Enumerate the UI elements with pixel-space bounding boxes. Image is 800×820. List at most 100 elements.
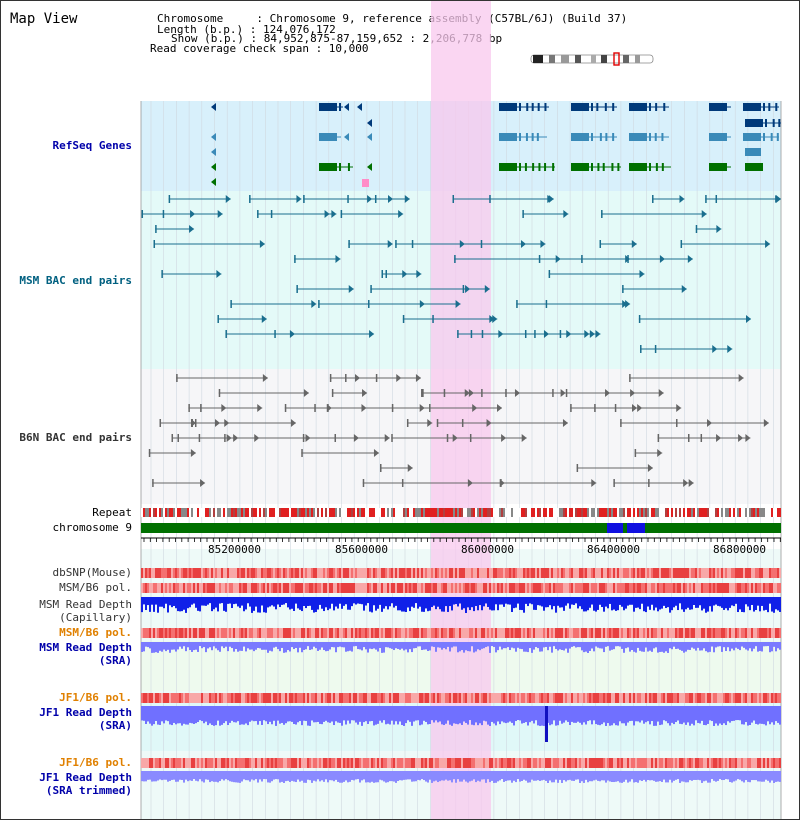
msm-bac-pair-end bbox=[402, 315, 405, 323]
jf1-trim-depth bbox=[157, 771, 159, 781]
jf1-pol-heat bbox=[147, 693, 149, 703]
track-label-jf1-depth-sra-sub[interactable]: (SRA) bbox=[98, 719, 132, 732]
dbsnp-heat bbox=[727, 568, 729, 578]
msm-pol-heat bbox=[537, 583, 539, 593]
jf1-pol-heat bbox=[687, 758, 689, 768]
msm-pol-heat bbox=[201, 583, 203, 593]
jf1-sra-depth bbox=[731, 706, 733, 722]
jf1-pol-heat bbox=[703, 758, 705, 768]
ideogram-band bbox=[549, 55, 555, 63]
msm-pol-heat bbox=[467, 628, 469, 638]
jf1-pol-heat bbox=[191, 693, 193, 703]
msm-pol-heat bbox=[515, 628, 517, 638]
msm-pol-heat bbox=[241, 583, 243, 593]
jf1-pol-heat bbox=[665, 693, 667, 703]
msm-capillary-depth bbox=[331, 597, 333, 604]
jf1-pol-heat bbox=[759, 758, 761, 768]
jf1-trim-depth bbox=[457, 771, 459, 780]
b6n-bac-pair-end bbox=[683, 479, 689, 487]
msm-capillary-depth bbox=[487, 597, 489, 607]
msm-sra-depth bbox=[195, 642, 197, 650]
dbsnp-heat bbox=[155, 568, 157, 578]
msm-pol-heat bbox=[507, 628, 509, 638]
msm-capillary-depth bbox=[425, 597, 427, 609]
track-label-jf1-b6-pol-2[interactable]: JF1/B6 pol. bbox=[59, 756, 132, 769]
dbsnp-heat bbox=[593, 568, 595, 578]
track-label-jf1-b6-pol-1[interactable]: JF1/B6 pol. bbox=[59, 691, 132, 704]
track-label-msm-depth-sra-sub[interactable]: (SRA) bbox=[98, 654, 132, 667]
msm-capillary-depth bbox=[357, 597, 359, 604]
repeat-block bbox=[613, 508, 615, 517]
jf1-trim-depth bbox=[733, 771, 735, 782]
track-label-jf1-depth-trim-sub[interactable]: (SRA trimmed) bbox=[45, 784, 132, 797]
dbsnp-heat bbox=[419, 568, 421, 578]
msm-pol-heat bbox=[355, 628, 357, 638]
jf1-trim-depth bbox=[249, 771, 251, 782]
track-label-b6n-bac[interactable]: B6N BAC end pairs bbox=[19, 431, 132, 444]
msm-sra-depth bbox=[653, 642, 655, 649]
msm-pol-heat bbox=[487, 583, 489, 593]
dbsnp-heat bbox=[437, 568, 439, 578]
msm-pol-heat bbox=[463, 628, 465, 638]
track-label-msm-b6-pol-2[interactable]: MSM/B6 pol. bbox=[59, 626, 132, 639]
msm-sra-depth bbox=[403, 642, 405, 651]
jf1-trim-depth bbox=[587, 771, 589, 783]
jf1-pol-heat bbox=[415, 693, 417, 703]
msm-pol-heat bbox=[377, 583, 379, 593]
msm-bac-pair-end bbox=[340, 210, 343, 218]
track-label-repeat[interactable]: Repeat bbox=[92, 506, 132, 519]
jf1-sra-depth bbox=[703, 706, 705, 725]
jf1-pol-heat bbox=[179, 693, 181, 703]
msm-capillary-depth bbox=[455, 597, 457, 605]
track-label-msm-depth-capillary-sub[interactable]: (Capillary) bbox=[59, 611, 132, 624]
track-label-jf1-depth-sra[interactable]: JF1 Read Depth bbox=[39, 706, 132, 719]
repeat-block bbox=[519, 508, 521, 517]
jf1-pol-heat bbox=[315, 758, 317, 768]
track-label-refseq-genes[interactable]: RefSeq Genes bbox=[52, 139, 132, 152]
jf1-sra-depth bbox=[759, 706, 761, 724]
jf1-sra-depth bbox=[221, 706, 223, 725]
jf1-pol-heat bbox=[713, 758, 715, 768]
msm-pol-heat bbox=[305, 628, 307, 638]
jf1-pol-heat bbox=[293, 693, 295, 703]
msm-sra-depth bbox=[319, 642, 321, 650]
jf1-pol-heat bbox=[199, 693, 201, 703]
jf1-trim-depth bbox=[425, 771, 427, 782]
track-label-msm-depth-sra[interactable]: MSM Read Depth bbox=[39, 641, 132, 654]
track-label-msm-bac[interactable]: MSM BAC end pairs bbox=[19, 274, 132, 287]
jf1-pol-heat bbox=[401, 758, 403, 768]
msm-pol-heat bbox=[365, 628, 367, 638]
msm-sra-depth bbox=[395, 642, 397, 649]
msm-pol-heat bbox=[529, 628, 531, 638]
jf1-pol-heat bbox=[665, 758, 667, 768]
track-label-msm-b6-pol-1[interactable]: MSM/B6 pol. bbox=[59, 581, 132, 594]
track-label-jf1-depth-trim[interactable]: JF1 Read Depth bbox=[39, 771, 132, 784]
msm-sra-depth bbox=[585, 642, 587, 652]
dbsnp-heat bbox=[311, 568, 313, 578]
msm-pol-heat bbox=[757, 583, 759, 593]
jf1-trim-depth bbox=[341, 771, 343, 783]
jf1-trim-depth bbox=[723, 771, 725, 781]
jf1-trim-depth bbox=[707, 771, 709, 783]
msm-capillary-depth bbox=[727, 597, 729, 611]
msm-pol-heat bbox=[365, 583, 367, 593]
track-label-dbsnp[interactable]: dbSNP(Mouse) bbox=[52, 566, 132, 579]
b6n-bac-pair-end bbox=[637, 404, 643, 412]
msm-pol-heat bbox=[761, 583, 763, 593]
msm-pol-heat bbox=[413, 628, 415, 638]
track-label-chromosome[interactable]: chromosome 9 bbox=[52, 521, 132, 534]
msm-capillary-depth bbox=[591, 597, 593, 605]
jf1-pol-heat bbox=[155, 693, 157, 703]
msm-capillary-depth bbox=[379, 597, 381, 605]
jf1-pol-heat bbox=[195, 693, 197, 703]
jf1-pol-heat bbox=[743, 758, 745, 768]
repeat-block bbox=[413, 508, 415, 517]
track-label-msm-depth-capillary[interactable]: MSM Read Depth bbox=[39, 598, 132, 611]
dbsnp-heat bbox=[197, 568, 199, 578]
msm-sra-depth bbox=[417, 642, 419, 647]
msm-sra-depth bbox=[519, 642, 521, 649]
gene-strand-arrow bbox=[745, 148, 750, 156]
jf1-sra-depth bbox=[517, 706, 519, 721]
jf1-trim-depth bbox=[593, 771, 595, 781]
